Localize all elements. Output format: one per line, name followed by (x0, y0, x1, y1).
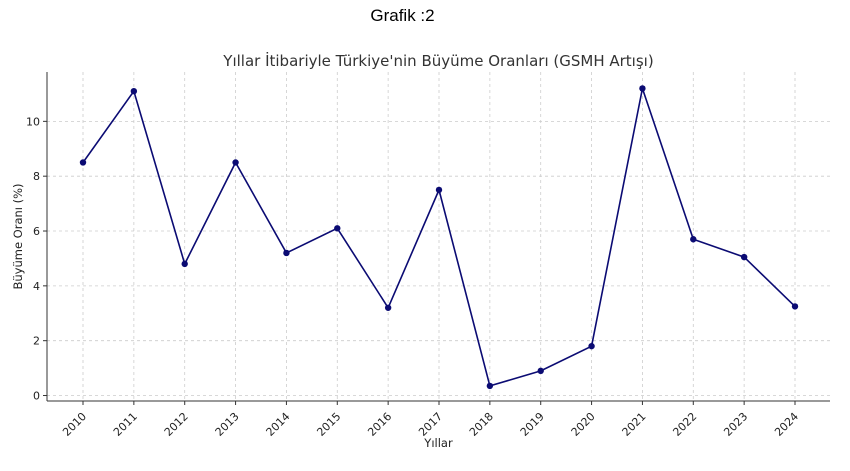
data-point (791, 303, 799, 310)
x-axis-label: Yıllar (423, 436, 453, 450)
data-point (486, 382, 494, 390)
data-point (690, 236, 697, 243)
x-tick-label: 2020 (569, 410, 598, 439)
data-point (334, 225, 341, 232)
y-tick-label: 10 (26, 115, 40, 128)
grid-layer (47, 72, 830, 401)
y-tick-label: 0 (33, 390, 40, 403)
x-tick-label: 2016 (365, 410, 394, 439)
data-point (384, 304, 392, 311)
data-point (283, 249, 290, 257)
y-tick-label: 4 (33, 280, 40, 293)
data-point (537, 367, 544, 375)
chart-title: Yıllar İtibariyle Türkiye'nin Büyüme Ora… (222, 51, 653, 70)
x-tick-label: 2015 (314, 410, 343, 439)
data-point (639, 85, 646, 92)
data-point (740, 253, 748, 261)
x-tick-label: 2017 (416, 410, 445, 439)
x-tick-label: 2023 (721, 410, 750, 439)
data-point (181, 260, 188, 268)
x-tick-label: 2022 (670, 410, 699, 439)
x-tick-label: 2013 (213, 410, 242, 439)
y-axis-label: Büyüme Oranı (%) (11, 183, 25, 289)
x-tick-label: 2010 (60, 410, 89, 439)
data-point (79, 159, 87, 166)
x-tick-label: 2021 (620, 410, 649, 439)
data-point (232, 159, 239, 166)
data-point (130, 87, 138, 95)
x-tick-label: 2019 (518, 410, 547, 439)
series-layer (79, 85, 799, 390)
y-tick-label: 2 (33, 335, 40, 348)
y-tick-label: 8 (33, 170, 40, 183)
data-point (588, 342, 595, 350)
x-tick-label: 2018 (467, 410, 496, 439)
x-tick-label: 2024 (772, 410, 801, 439)
x-tick-label: 2011 (111, 410, 140, 439)
x-tick-label: 2014 (264, 410, 293, 439)
ticks-layer: 2010 2011 2012 2013 2014 2015 2016 2017 2018 2019… (26, 115, 801, 439)
y-tick-label: 6 (33, 225, 40, 238)
figure-caption: Grafik :2 (370, 6, 435, 25)
x-tick-label: 2012 (162, 410, 191, 439)
data-point (435, 186, 443, 194)
